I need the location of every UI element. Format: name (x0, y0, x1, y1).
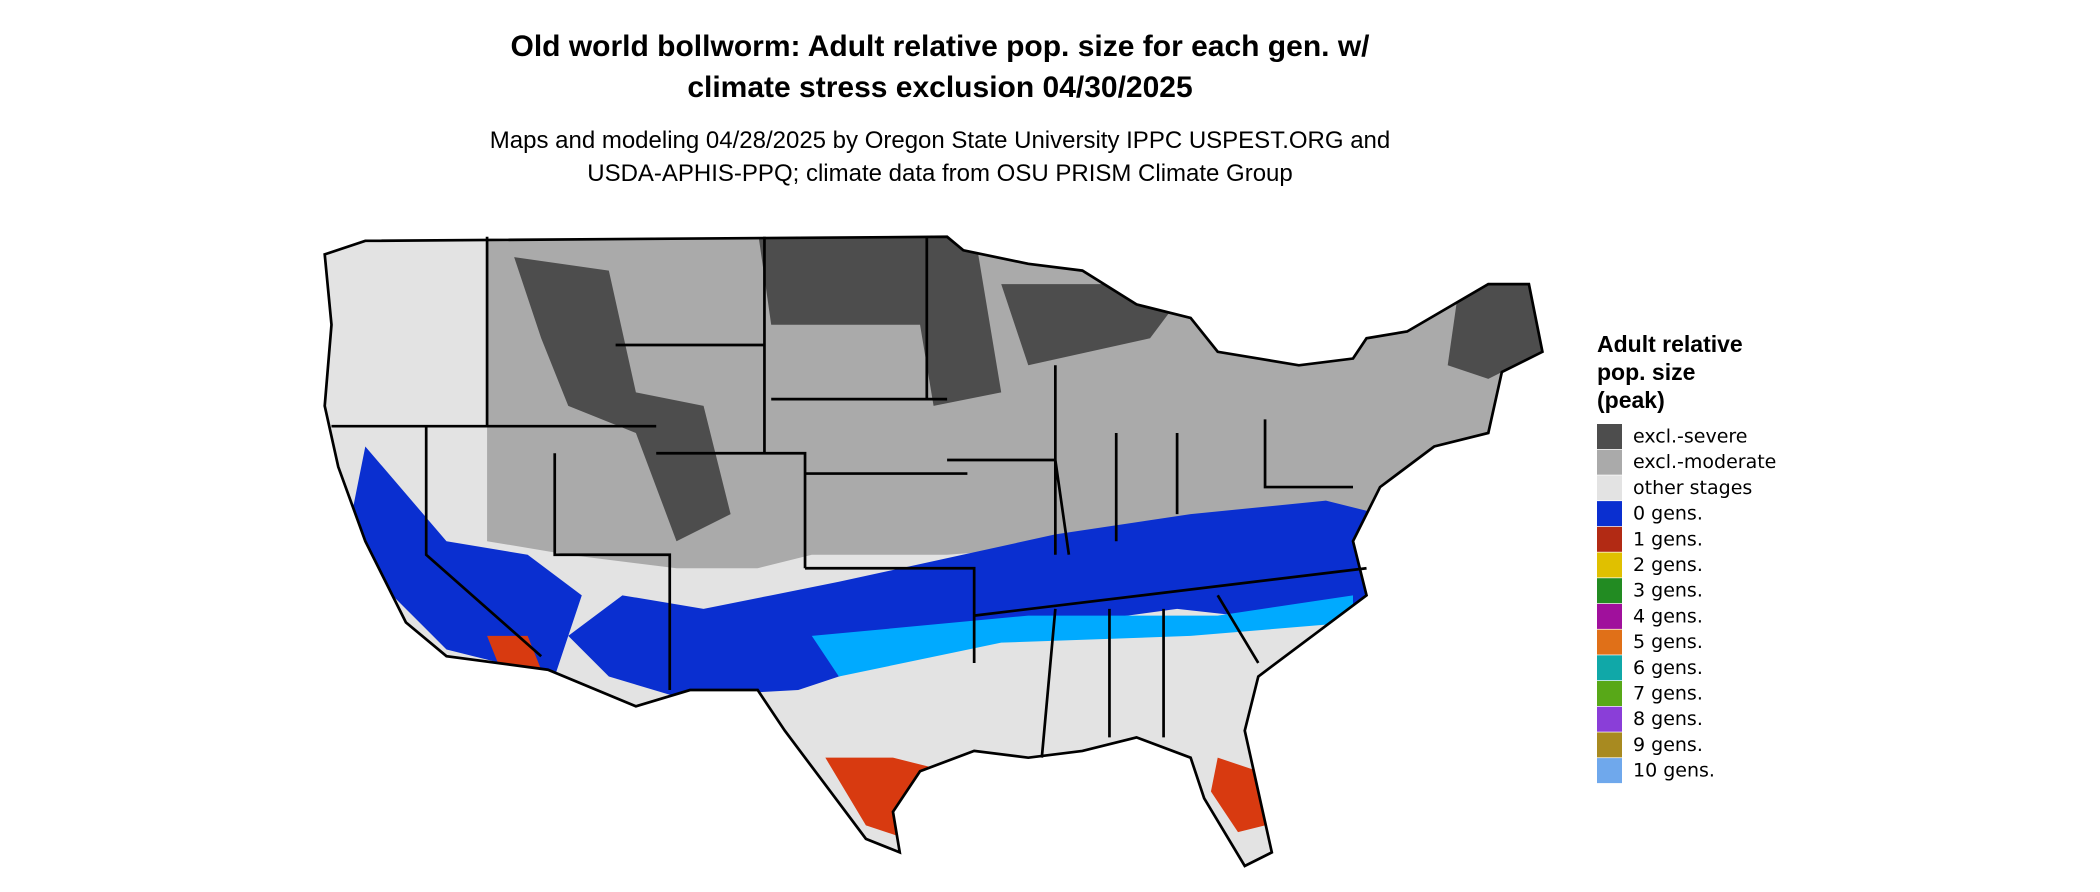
legend-label: 8 gens. (1633, 708, 1703, 730)
legend-swatch (1597, 526, 1622, 552)
legend-title: pop. size (1597, 359, 1695, 385)
state-borders (331, 236, 1367, 758)
legend-swatch (1597, 732, 1622, 758)
region-severe (1447, 270, 1543, 379)
legend-label: 9 gens. (1633, 734, 1703, 756)
legend-label: 3 gens. (1633, 580, 1703, 602)
legend-label: other stages (1633, 477, 1752, 499)
legend-swatch (1597, 449, 1622, 475)
legend-swatch (1597, 424, 1622, 449)
legend-swatch (1597, 475, 1622, 501)
legend-label: 0 gens. (1633, 503, 1703, 525)
legend-swatch (1597, 655, 1622, 681)
legend-swatch (1597, 758, 1622, 784)
legend-label: 5 gens. (1633, 631, 1703, 653)
legend-swatch (1597, 552, 1622, 578)
legend-label: 2 gens. (1633, 554, 1703, 576)
legend-label: 10 gens. (1633, 760, 1715, 782)
region-0-gens (351, 446, 582, 677)
legend-title: Adult relative (1597, 331, 1743, 357)
legend-label: excl.-moderate (1633, 451, 1776, 473)
map (323, 235, 1544, 868)
subtitle: USDA-APHIS-PPQ; climate data from OSU PR… (587, 160, 1293, 187)
legend-label: excl.-severe (1633, 426, 1748, 448)
legend-swatch (1597, 706, 1622, 732)
region-severe (757, 236, 1002, 406)
legend-title: (peak) (1597, 387, 1665, 413)
legend-label: 1 gens. (1633, 528, 1703, 550)
title: climate stress exclusion 04/30/2025 (687, 71, 1192, 104)
title: Old world bollworm: Adult relative pop. … (511, 30, 1371, 63)
legend-label: 6 gens. (1633, 657, 1703, 679)
legend-swatch (1597, 603, 1622, 629)
legend-swatch (1597, 681, 1622, 706)
us-outline (323, 235, 1544, 868)
subtitle: Maps and modeling 04/28/2025 by Oregon S… (490, 127, 1390, 154)
legend-swatch (1597, 578, 1622, 604)
region-severe (514, 257, 731, 542)
legend-swatch (1597, 501, 1622, 527)
legend-label: 7 gens. (1633, 683, 1703, 705)
legend-swatch (1597, 629, 1622, 655)
region-1-gens (1210, 757, 1266, 833)
legend-label: 4 gens. (1633, 605, 1703, 627)
